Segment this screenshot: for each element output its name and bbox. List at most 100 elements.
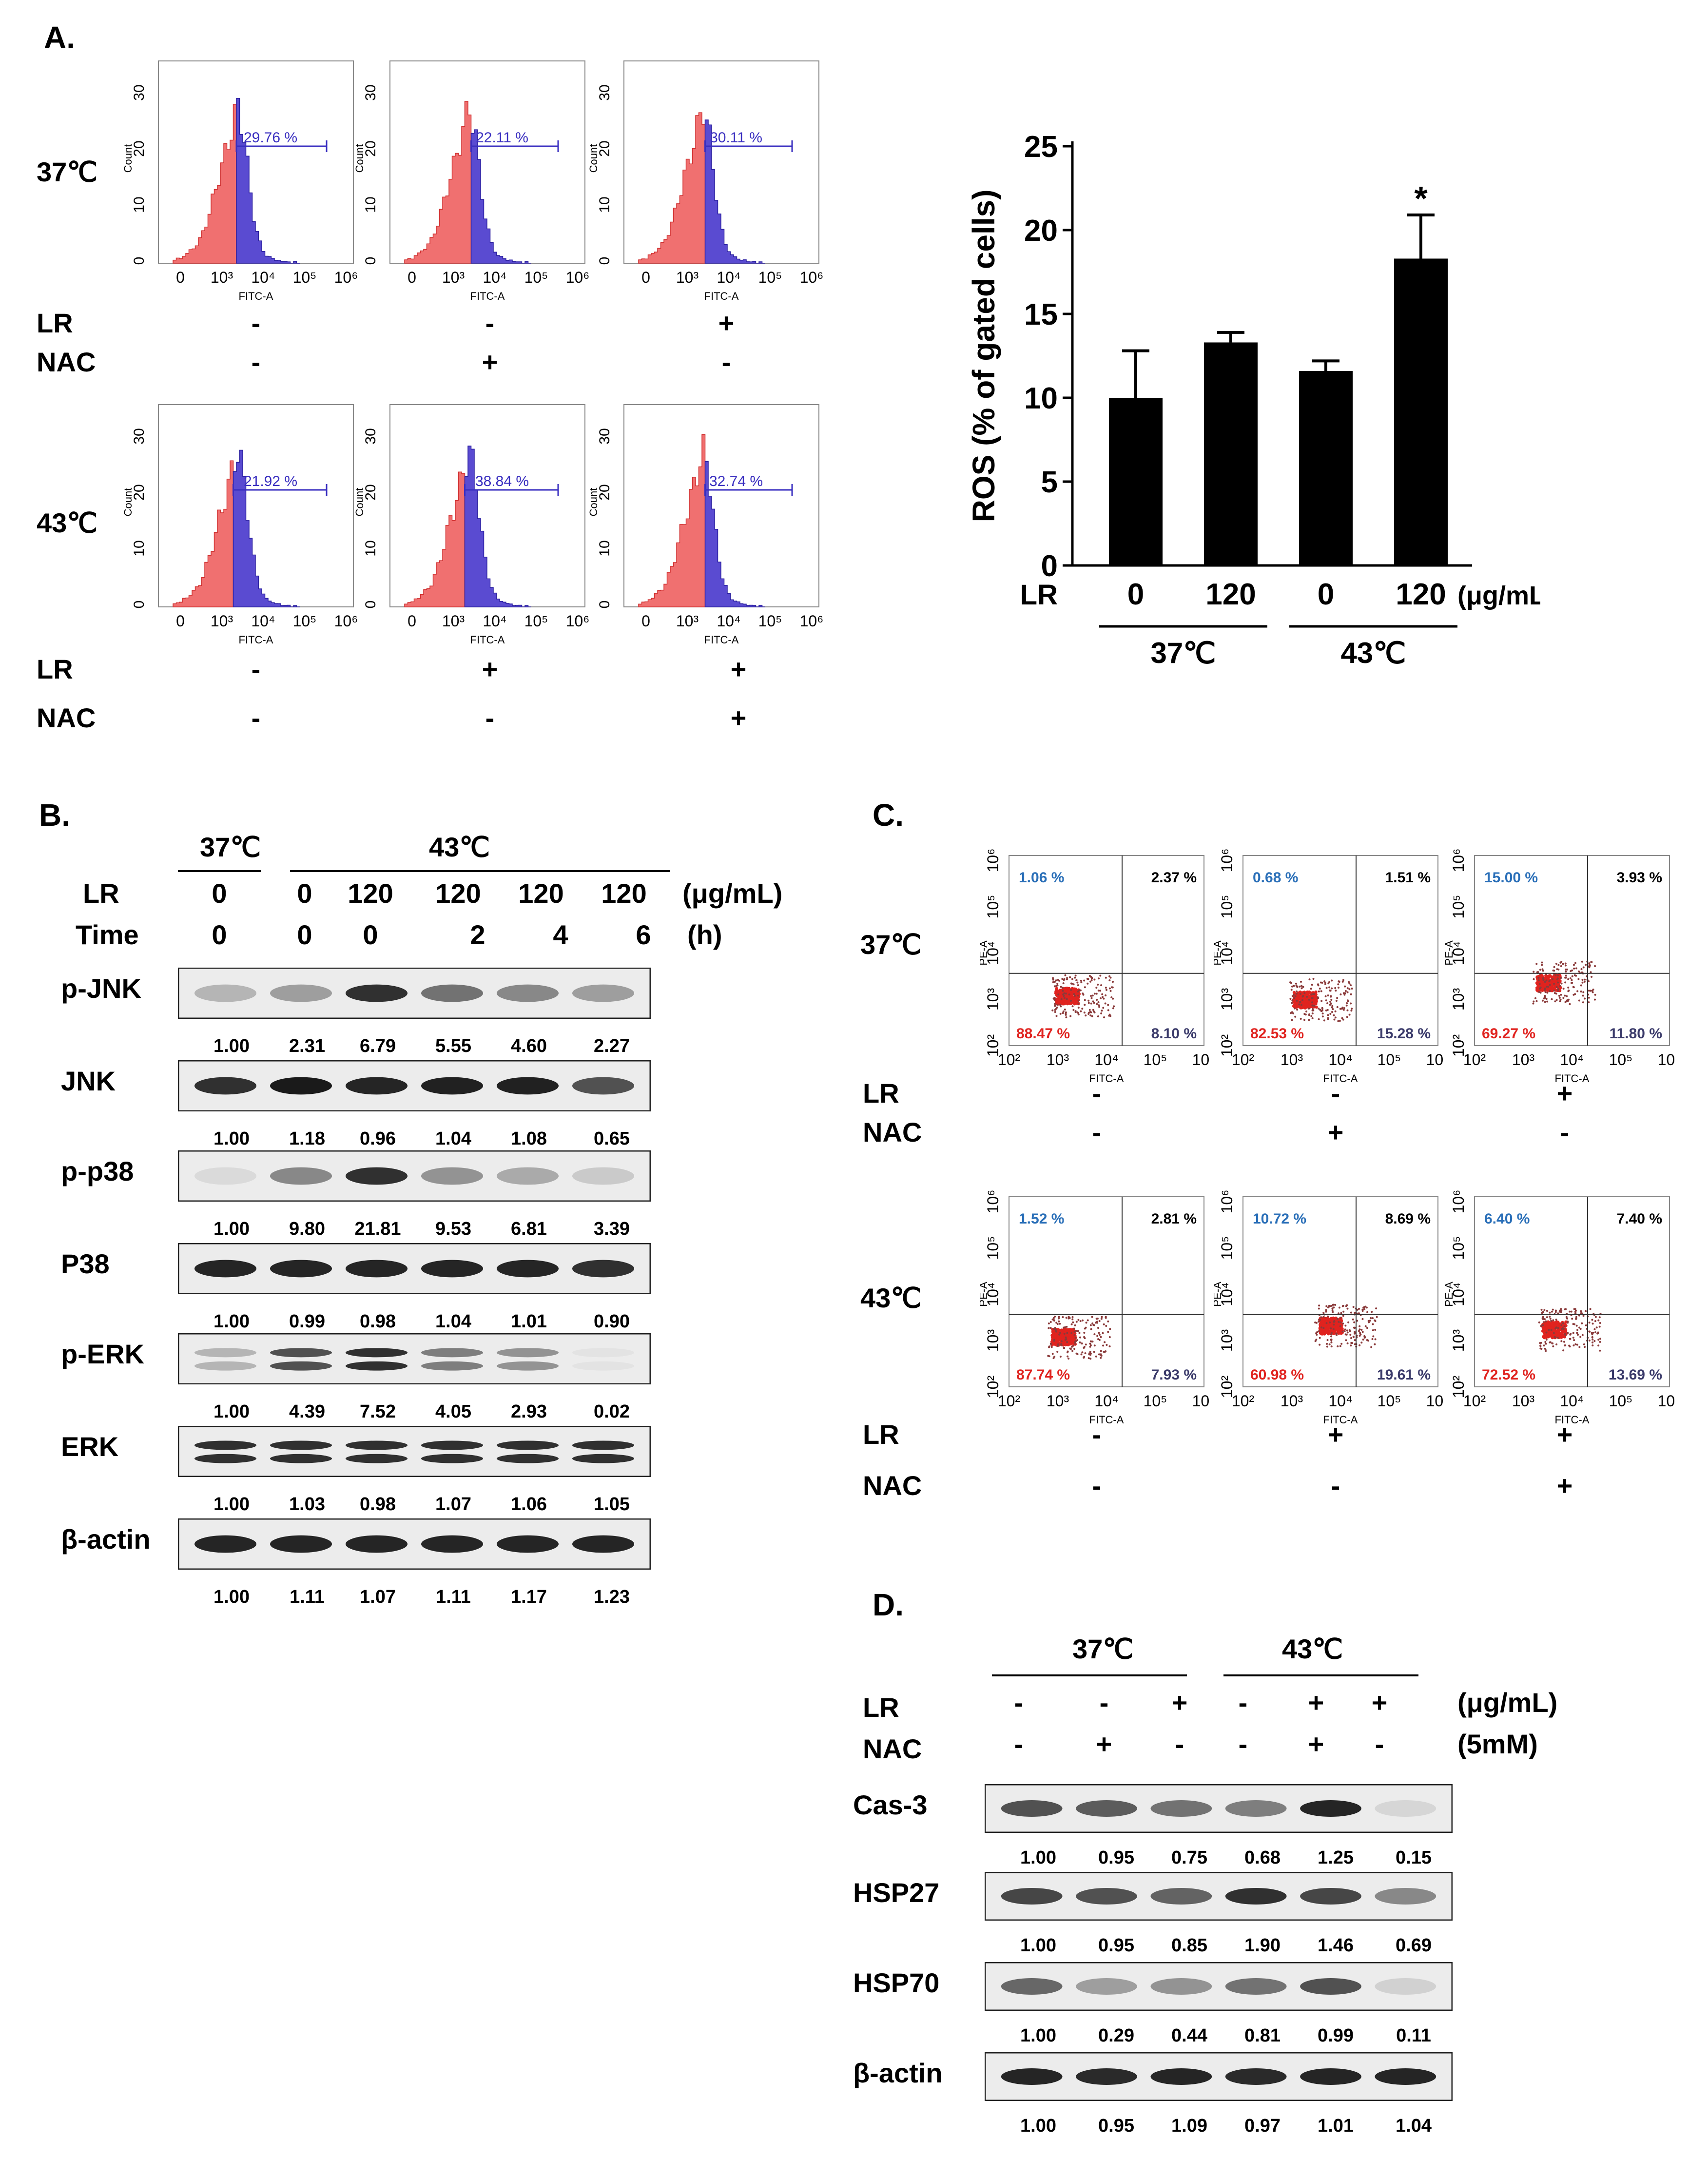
histogram-x-label: FITC-A	[704, 290, 739, 302]
panel-b-lr-value: 0	[212, 878, 227, 909]
histogram-y-label: Count	[353, 488, 366, 517]
densitometry-value: 9.53	[435, 1219, 471, 1239]
blot-band	[194, 984, 257, 1002]
histogram-x-tick: 10⁵	[758, 612, 782, 630]
panel-b-37-line	[178, 870, 261, 872]
densitometry-value: 0.99	[1318, 2025, 1354, 2046]
blot-band	[572, 1348, 635, 1358]
blot-band	[496, 1167, 559, 1185]
panel-d-lr-sign: -	[1014, 1687, 1024, 1718]
dotplot-x-tick: 10³	[1047, 1392, 1069, 1410]
dotplot-x-tick: 10⁴	[1328, 1051, 1352, 1069]
ros-y-axis-label: ROS (% of gated cells)	[966, 190, 1001, 523]
histogram-y-tick: 30	[363, 428, 379, 444]
densitometry-value: 0.99	[289, 1311, 325, 1332]
panel-d-nac-label: NAC	[863, 1733, 922, 1764]
histogram-x-tick: 10³	[211, 269, 233, 286]
dotplot-x-tick: 10²	[998, 1051, 1021, 1069]
blot-label: ERK	[61, 1431, 119, 1462]
a-top-lr-sign-3: +	[718, 308, 735, 338]
histogram-x-tick: 0	[408, 612, 416, 630]
histogram-y-tick: 10	[131, 196, 147, 213]
panel-b-lr-unit: (μg/mL)	[682, 878, 783, 909]
densitometry-value: 1.90	[1244, 1935, 1281, 1956]
histogram-gate-percent: 21.92 %	[244, 473, 297, 489]
densitometry-value: 9.80	[289, 1219, 325, 1239]
histogram-x-tick: 10³	[442, 612, 465, 630]
dotplot-y-tick: 10²	[1218, 1034, 1236, 1057]
a-bot-lr-sign-2: +	[482, 654, 498, 684]
dotplot-x-label: FITC-A	[1089, 1072, 1124, 1085]
quadrant-ul-percent: 1.52 %	[1019, 1211, 1064, 1227]
blot-label: p-p38	[61, 1156, 134, 1186]
histogram-y-tick: 30	[131, 428, 147, 444]
dotplot-y-label: PE-A	[980, 940, 990, 966]
panel-b-43-line	[290, 870, 670, 872]
dotplot-x-label: FITC-A	[1323, 1072, 1358, 1085]
panel-d-37-line	[992, 1674, 1187, 1676]
blot-band	[345, 984, 408, 1002]
histogram-red-area	[173, 460, 234, 607]
densitometry-value: 6.79	[360, 1036, 396, 1056]
densitometry-value: 2.27	[594, 1036, 630, 1056]
densitometry-value: 1.11	[290, 1587, 325, 1607]
panel-a-lr-label-top: LR	[37, 308, 73, 338]
densitometry-value: 1.18	[289, 1128, 325, 1149]
densitometry-value: 0.98	[360, 1494, 396, 1515]
blot-band	[194, 1077, 257, 1095]
dotplot-y-tick: 10⁵	[984, 1236, 1002, 1260]
densitometry-value: 0.95	[1098, 2116, 1134, 2136]
panel-d-lr-sign: +	[1371, 1687, 1388, 1718]
quadrant-ll-percent: 87.74 %	[1016, 1367, 1070, 1383]
ros-x-tick-label: 120	[1396, 578, 1446, 611]
histogram-y-label: Count	[353, 144, 366, 173]
blot-band	[496, 984, 559, 1002]
blot-band	[1375, 2068, 1436, 2085]
blot-label: p-ERK	[61, 1339, 145, 1369]
histogram-x-tick: 10⁴	[483, 269, 506, 286]
panel-c-lr-label-top: LR	[863, 1078, 899, 1108]
histogram-x-tick: 10⁵	[293, 612, 317, 630]
blot-band	[572, 1361, 635, 1371]
blot-band	[194, 1167, 257, 1185]
dotplot-x-label: FITC-A	[1089, 1414, 1124, 1426]
densitometry-value: 0.11	[1396, 2025, 1431, 2046]
panel-c-row-43: 43℃	[860, 1283, 922, 1313]
densitometry-value: 0.81	[1244, 2025, 1281, 2046]
dotplot-y-tick: 10³	[984, 988, 1002, 1011]
histogram-x-tick: 10⁶	[800, 612, 824, 630]
histogram-x-tick: 10⁶	[334, 612, 358, 630]
histogram-y-tick: 30	[597, 428, 613, 444]
blot-band	[1076, 1888, 1137, 1905]
dotplot-x-label: FITC-A	[1555, 1072, 1590, 1085]
quadrant-ur-percent: 2.81 %	[1151, 1211, 1197, 1227]
blot-band	[1076, 1978, 1137, 1995]
densitometry-value: 4.60	[511, 1036, 547, 1056]
histogram-y-tick: 30	[131, 84, 147, 100]
densitometry-value: 4.39	[289, 1401, 325, 1422]
blot-band	[572, 1535, 635, 1553]
panel-d-lr-sign: -	[1238, 1687, 1248, 1718]
dotplot-x-tick: 10³	[1047, 1051, 1069, 1069]
western-blot-strip	[178, 1243, 651, 1294]
densitometry-value: 1.00	[214, 1494, 250, 1515]
c-bot-lr-sign-1: -	[1092, 1419, 1102, 1450]
blot-band	[1300, 2068, 1361, 2085]
densitometry-value: 0.69	[1396, 1935, 1432, 1956]
histogram-y-tick: 20	[363, 484, 379, 500]
panel-b-time-unit: (h)	[687, 919, 722, 950]
dotplot-x-tick: 10⁴	[1094, 1051, 1118, 1069]
densitometry-value: 21.81	[354, 1219, 401, 1239]
histogram-y-label: Count	[122, 144, 134, 173]
dotplot-y-tick: 10⁵	[1218, 1236, 1236, 1260]
dotplot-x-tick: 10²	[1232, 1392, 1255, 1410]
dotplot-x-tick: 10²	[1463, 1392, 1486, 1410]
blot-band	[1001, 1888, 1063, 1905]
blot-band	[572, 1454, 635, 1463]
blot-band	[1300, 1888, 1361, 1905]
histogram-y-tick: 20	[597, 484, 613, 500]
histogram-gate-percent: 22.11 %	[476, 130, 528, 146]
histogram-plot: 21.92 % 0 10 20 30 Count 0 10³ 10⁴ 10⁵ 10⁶ FITC-A	[122, 404, 358, 646]
histogram-red-area	[638, 434, 706, 607]
